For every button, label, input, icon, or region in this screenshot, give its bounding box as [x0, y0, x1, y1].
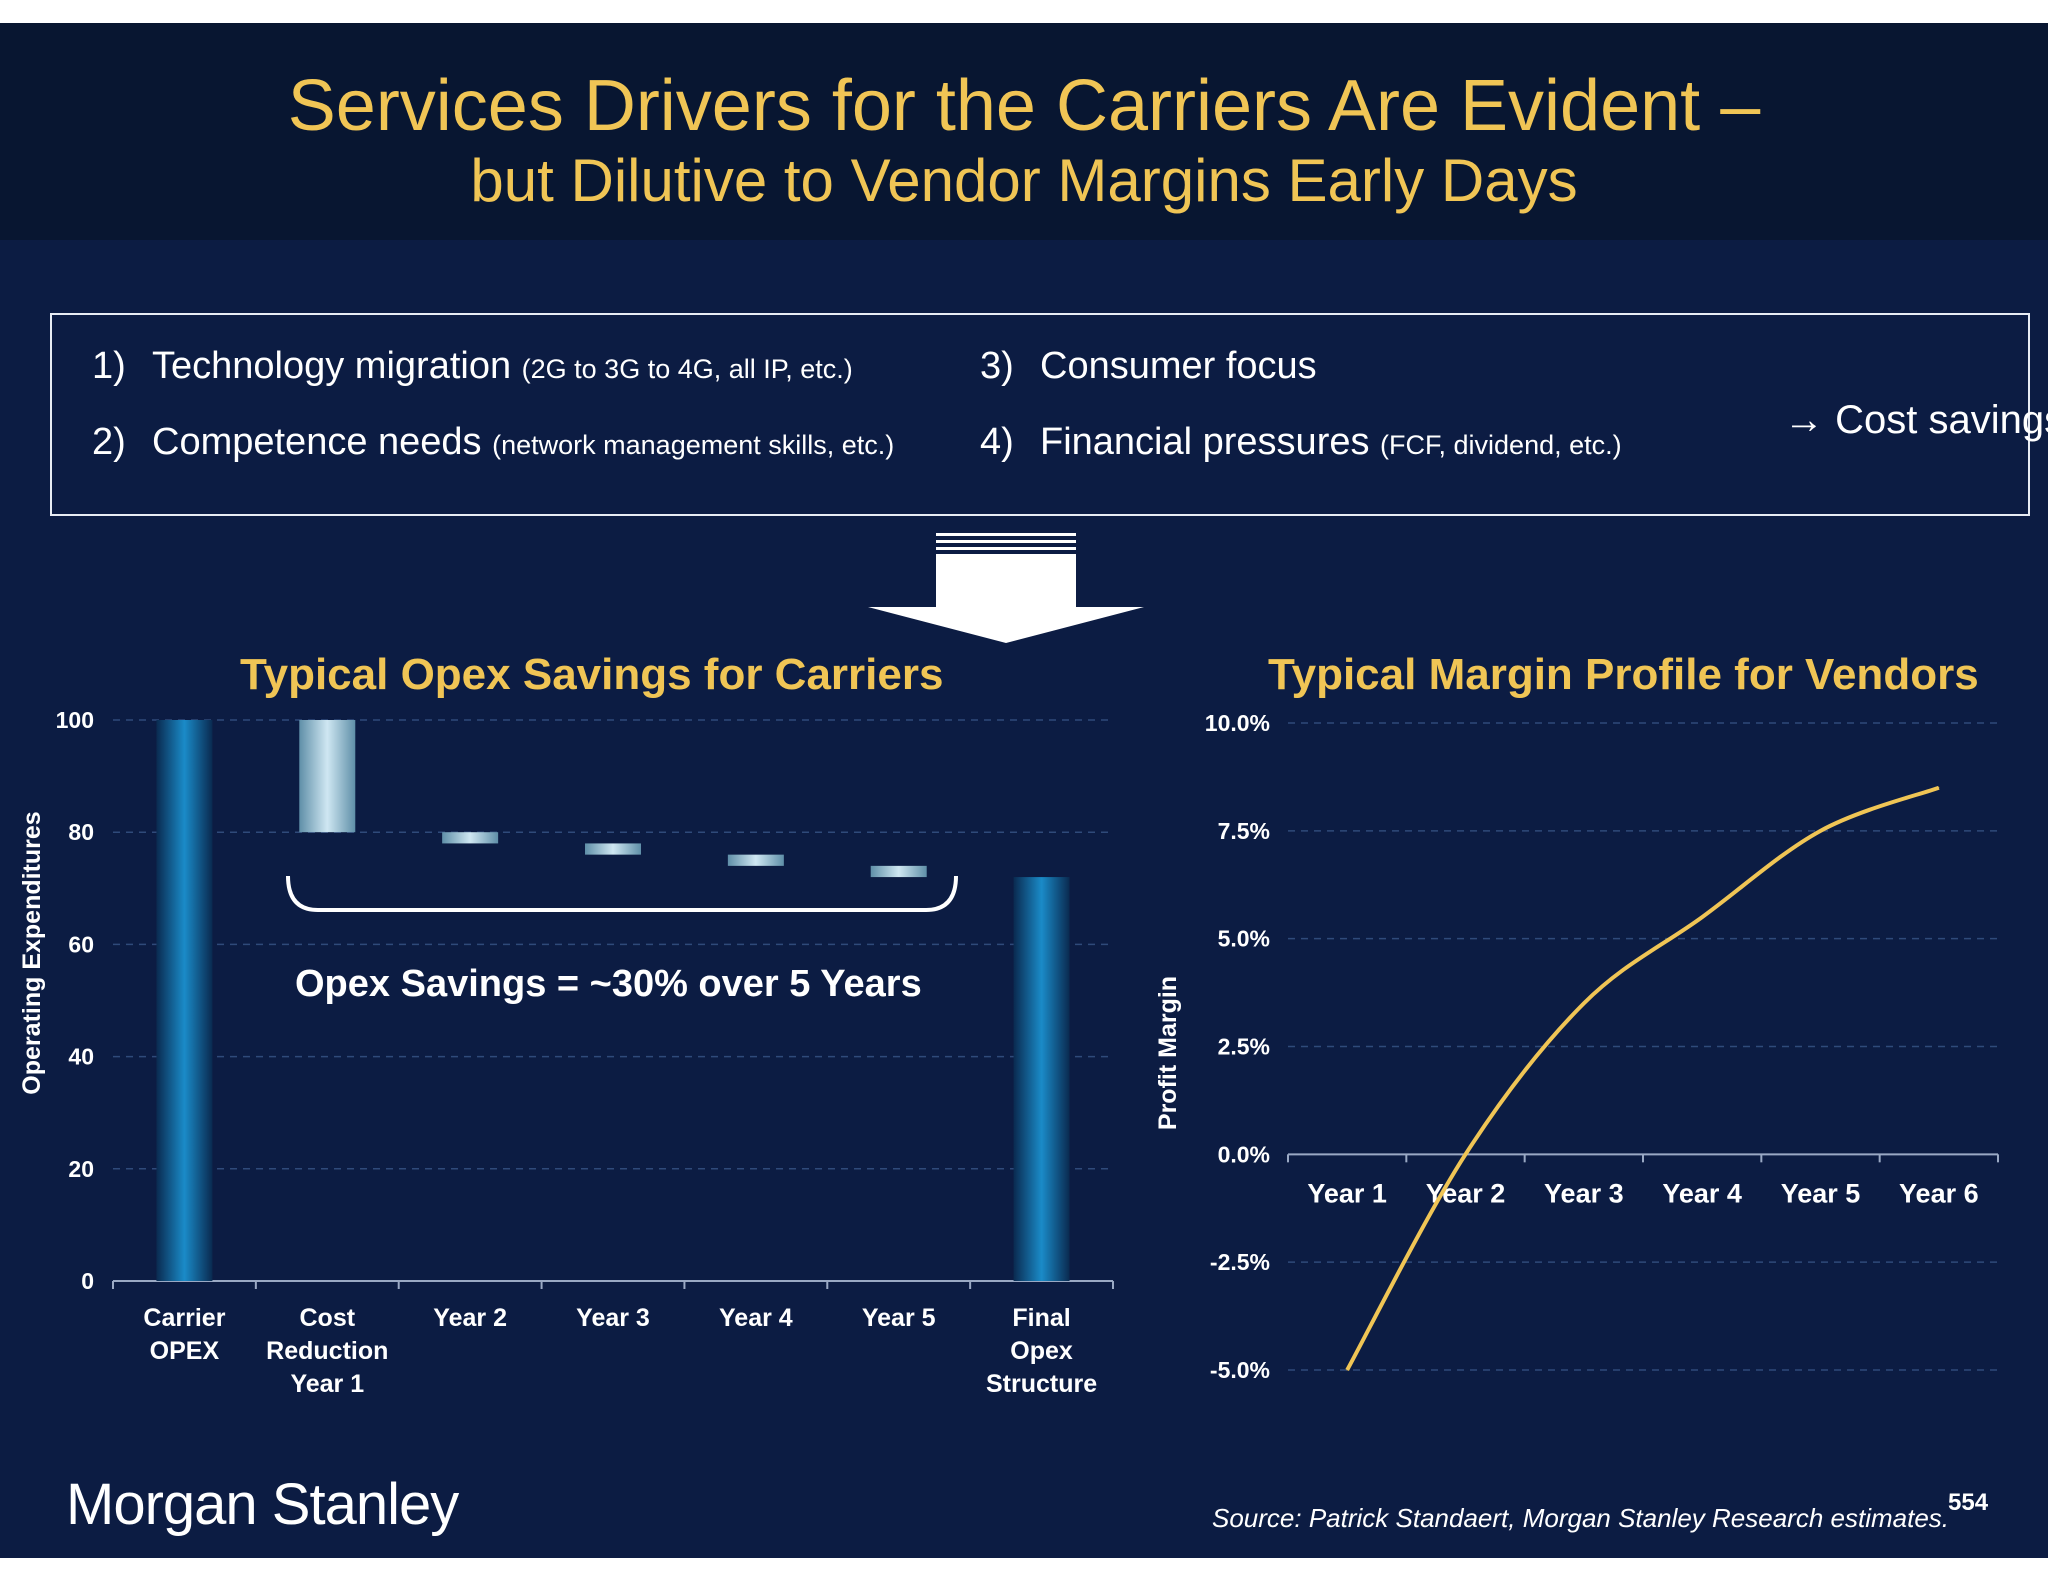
y-tick-label: 0 [81, 1268, 94, 1294]
cost-savings-outcome: → Cost savings [1784, 398, 2048, 443]
opex-bar [585, 843, 641, 855]
opex-bar [442, 832, 499, 844]
driver-label: Competence needs [152, 421, 482, 463]
down-arrow-icon [868, 533, 1144, 643]
y-tick-label: -5.0% [1210, 1357, 1270, 1383]
driver-detail: (2G to 3G to 4G, all IP, etc.) [521, 354, 853, 384]
x-category-label: Year 2 [1426, 1178, 1506, 1208]
x-category-label: Opex [1010, 1337, 1073, 1365]
savings-bracket [286, 875, 958, 912]
x-category-label: Year 4 [719, 1304, 793, 1332]
x-category-label: Year 3 [576, 1304, 650, 1332]
y-axis-title: Profit Margin [1154, 976, 1182, 1130]
margin-data-point [1346, 1369, 1348, 1371]
y-tick-label: -2.5% [1210, 1249, 1270, 1275]
opex-bar [870, 865, 927, 878]
opex-waterfall-chart: 0 20 40 60 80 100 Carrier OPEX Cost Reduction Year… [18, 707, 1114, 1398]
opex-savings-annotation: Opex Savings = ~30% over 5 Years [295, 963, 922, 1005]
x-category-label: Reduction [266, 1337, 388, 1365]
driver-item: 4) Financial pressures (FCF, dividend, et… [980, 421, 1622, 464]
x-category-label: Year 6 [1899, 1178, 1979, 1208]
y-tick-label: 40 [68, 1044, 94, 1070]
opex-bar [156, 720, 213, 1281]
driver-label: Consumer focus [1040, 345, 1317, 387]
y-tick-label: 7.5% [1218, 818, 1270, 844]
x-category-label: Year 1 [290, 1370, 364, 1398]
y-tick-label: 0.0% [1218, 1141, 1270, 1167]
x-category-label: Year 4 [1662, 1178, 1742, 1208]
source-note: Source: Patrick Standaert, Morgan Stanle… [1212, 1503, 1950, 1533]
driver-detail: (network management skills, etc.) [492, 430, 895, 460]
brand-logo: Morgan Stanley [66, 1472, 459, 1537]
margin-data-point [1701, 916, 1703, 918]
opex-bar [727, 854, 784, 866]
x-category-label: Final [1012, 1304, 1070, 1332]
slide-background: Services Drivers for the Carriers Are Ev… [0, 23, 2048, 1558]
driver-number: 4) [980, 421, 1014, 463]
driver-label: Technology migration [152, 345, 512, 387]
drivers-box: 1) Technology migration (2G to 3G to 4G, … [50, 313, 2048, 516]
x-category-label: Year 1 [1307, 1178, 1387, 1208]
opex-bar [1013, 877, 1070, 1281]
margin-data-point [1465, 1153, 1466, 1155]
margin-line-chart: 10.0% 7.5% 5.0% 2.5% 0.0% -2.5% -5.0% Year 1 Yea… [1154, 710, 1999, 1383]
margin-data-point [1820, 830, 1821, 832]
page-title: Services Drivers for the Carriers Are Ev… [287, 66, 1761, 146]
cost-savings-label: Cost savings [1835, 398, 2048, 442]
page-subtitle: but Dilutive to Vendor Margins Early Day… [470, 147, 1578, 214]
y-tick-label: 5.0% [1218, 926, 1270, 952]
driver-label: Financial pressures [1040, 421, 1370, 463]
margin-data-point [1938, 787, 1940, 789]
x-category-label: OPEX [150, 1337, 220, 1365]
y-tick-label: 60 [68, 931, 94, 957]
y-tick-label: 2.5% [1218, 1034, 1270, 1060]
x-category-label: Cost [300, 1304, 356, 1332]
y-tick-label: 100 [56, 707, 94, 733]
x-category-label: Carrier [143, 1304, 225, 1332]
driver-item: 1) Technology migration (2G to 3G to 4G, … [92, 345, 853, 388]
driver-item: 2) Competence needs (network management s… [92, 421, 894, 464]
y-axis-title: Operating Expenditures [18, 811, 46, 1094]
driver-number: 3) [980, 345, 1014, 387]
y-tick-label: 20 [68, 1156, 94, 1182]
page-number: 554 [1948, 1489, 1989, 1516]
opex-bar [299, 720, 356, 833]
x-category-label: Year 2 [433, 1304, 507, 1332]
margin-data-point [1583, 1002, 1585, 1004]
driver-number: 1) [92, 345, 126, 387]
driver-detail: (FCF, dividend, etc.) [1380, 430, 1622, 460]
driver-item: 3) Consumer focus [980, 345, 1317, 388]
y-tick-label: 80 [68, 819, 94, 845]
arrow-right-icon: → [1784, 398, 1824, 442]
x-category-label: Structure [986, 1370, 1097, 1398]
title-band: Services Drivers for the Carriers Are Ev… [0, 23, 2048, 240]
margin-series-line [1345, 785, 1940, 1371]
x-category-label: Year 5 [1781, 1178, 1861, 1208]
y-tick-label: 10.0% [1205, 710, 1270, 736]
x-category-label: Year 5 [862, 1304, 936, 1332]
driver-number: 2) [92, 421, 126, 463]
opex-chart-title: Typical Opex Savings for Carriers [240, 650, 944, 699]
x-category-label: Year 3 [1544, 1178, 1624, 1208]
margin-chart-title: Typical Margin Profile for Vendors [1268, 650, 1979, 699]
